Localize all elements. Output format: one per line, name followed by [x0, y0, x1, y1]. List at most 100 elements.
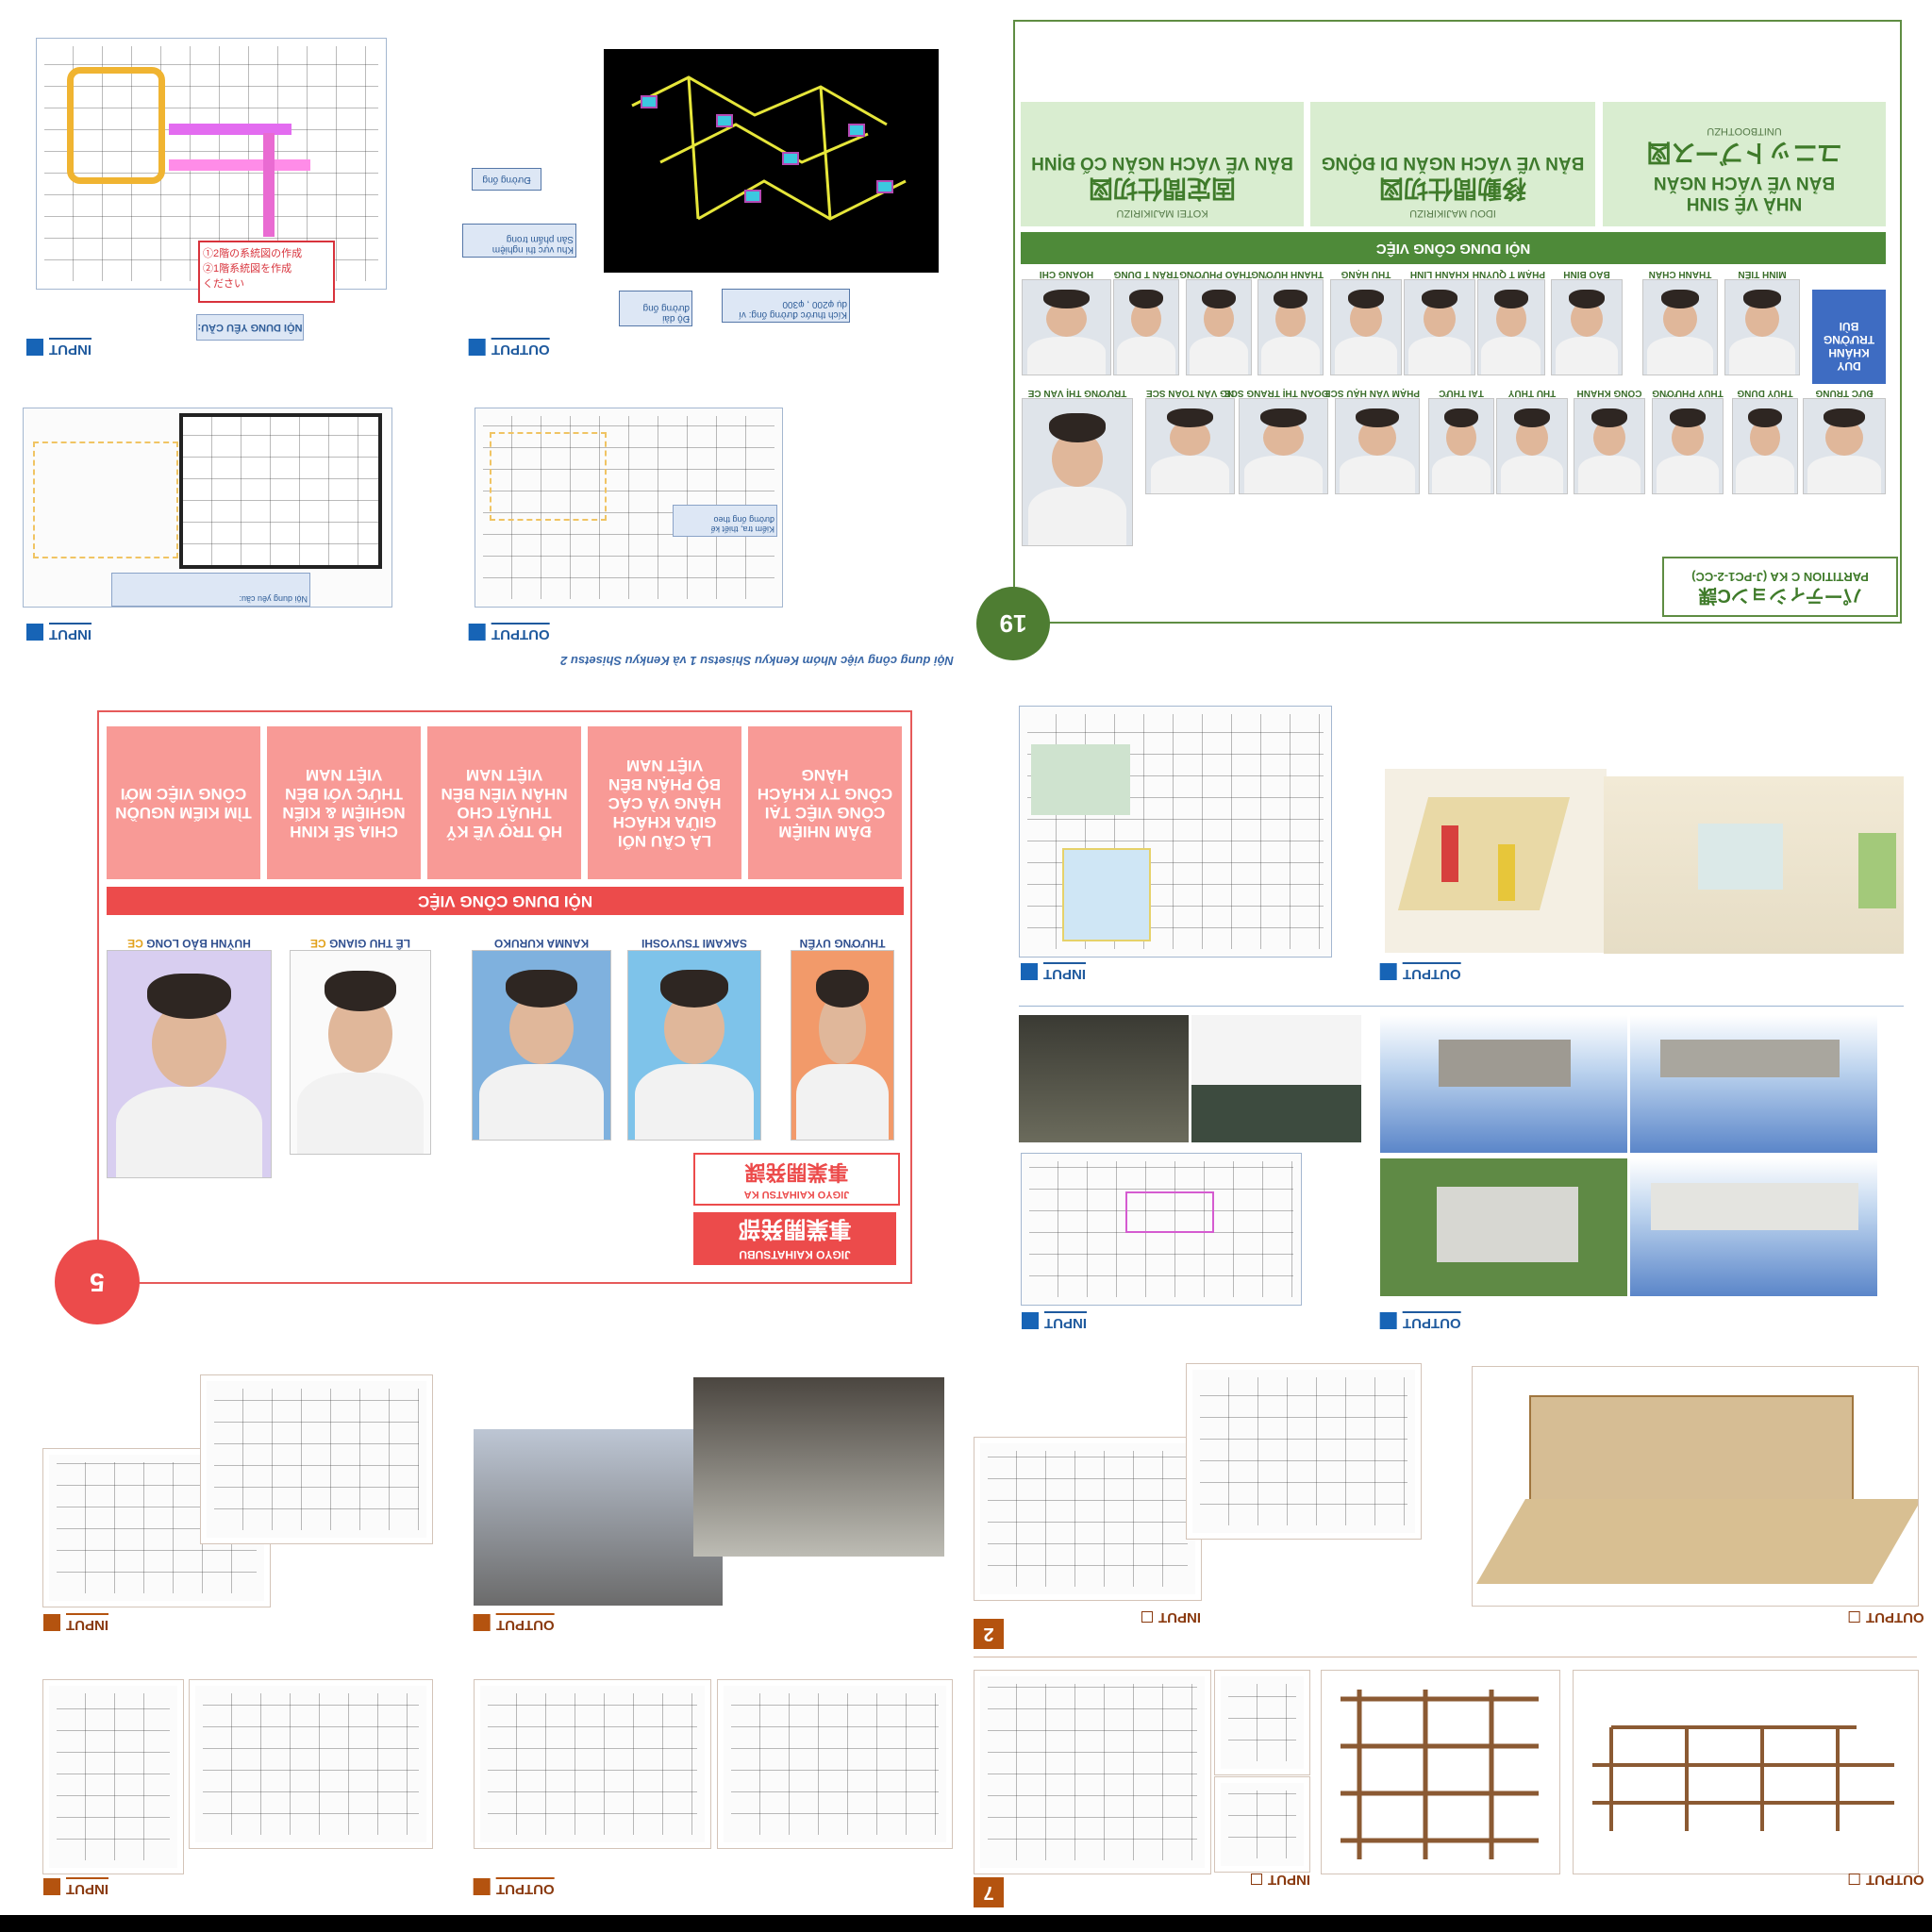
staff-card: KHÁNH LINH: [1404, 269, 1475, 375]
input-square-icon-3: [1021, 963, 1038, 981]
render-building-aerial: [1380, 1158, 1627, 1296]
number-badge-19: 19: [976, 587, 1050, 660]
dept2-romaji: JIGYO KAIHATSUBU: [739, 1248, 851, 1261]
staff-name: BẢO BÌNH: [1563, 269, 1610, 279]
staff-photo: [1145, 398, 1235, 494]
output-label-text-7: OUTPUT: [496, 1877, 555, 1897]
drawing-input-5b: [200, 1374, 433, 1544]
staff-card: THANH CHẨN: [1642, 269, 1718, 375]
person-name: KANMA KURUKO: [493, 937, 590, 950]
staff-photo: [1330, 279, 1402, 375]
card2-title: BẢN VẼ VÁCH NGĂN DI ĐỘNG: [1321, 153, 1585, 173]
card2-romaji: IDOU MAJIKIRIZU: [1409, 208, 1496, 219]
timber-frame-2-svg: [1592, 1725, 1894, 1831]
render-building-1: [1380, 1015, 1627, 1153]
render-building-2: [1630, 1015, 1877, 1153]
staff-photo: [1724, 279, 1800, 375]
staff-name: CÔNG KHÁNH: [1576, 388, 1642, 398]
red-person-card: LÊ THU GIANG CE: [290, 937, 431, 1155]
input-label-text-7: INPUT: [66, 1877, 108, 1897]
red-person-card: THƯƠNG UYÊN: [791, 937, 894, 1141]
output-label-text-2: OUTPUT: [491, 623, 550, 642]
render-interior: [1604, 776, 1904, 954]
person-photo: [290, 950, 431, 1155]
output-label-6: OUTPUT: [1849, 1609, 1924, 1625]
staff-photo: [1022, 279, 1111, 375]
staff-name: ĐỨC TRUNG: [1815, 388, 1874, 398]
staff-photo: [1803, 398, 1886, 494]
number-badge-5: 5: [55, 1240, 140, 1324]
red-person-card: KANMA KURUKO: [472, 937, 611, 1141]
input-label-text-3: INPUT: [1043, 962, 1086, 982]
output-label-2: OUTPUT: [469, 623, 550, 642]
card-mobile-partition: IDOU MAJIKIRIZU 移動間仕切図 BẢN VẼ VÁCH NGĂN …: [1310, 102, 1595, 226]
input-label-text-5: INPUT: [66, 1613, 108, 1633]
output-square-icon-6: [1849, 1611, 1860, 1624]
input-label-2: INPUT: [26, 623, 92, 642]
card-fixed-partition: KOTEI MAJIKIRIZU 固定間仕切図 BẢN VẼ VÁCH NGĂN…: [1021, 102, 1304, 226]
output-label-7: OUTPUT: [474, 1877, 555, 1897]
output-label-text-5: OUTPUT: [496, 1613, 555, 1633]
card1-romaji: KOTEI MAJIKIRIZU: [1116, 208, 1208, 219]
red-task-card: TÌM KIẾM NGUỒN CÔNG VIỆC MỚI: [107, 726, 260, 879]
plan-input-3: [1019, 706, 1332, 958]
staff-photo: [1022, 398, 1133, 546]
drawing-input-7a: [42, 1679, 184, 1874]
staff-photo: [1428, 398, 1494, 494]
photo-ceiling-1: [474, 1429, 723, 1606]
input-square-icon-5: [43, 1614, 60, 1632]
staff-name: PHẠM VĂN HẬU SCE: [1324, 388, 1420, 398]
partition-c-panel: NHÀ VỆ SINH BẢN VẼ VÁCH NGĂN ユニットブース図 UN…: [1013, 20, 1902, 624]
card3-romaji: UNITBOOTHZU: [1707, 125, 1782, 137]
site-plan-input: [1021, 1153, 1302, 1306]
divider-line: [1019, 1006, 1904, 1007]
staff-card: NG VĂN TOÀN SCE: [1145, 388, 1235, 494]
number-badge-7: 7: [974, 1877, 1004, 1907]
output-label-text-3: OUTPUT: [1403, 962, 1461, 982]
output-label-text-6: OUTPUT: [1866, 1609, 1924, 1625]
staff-photo: [1239, 398, 1328, 494]
drawing-input-8a: [974, 1670, 1211, 1874]
note-khu-vuc: Khu vực thi nghiệm Sản phẩm trong: [462, 224, 576, 258]
isometric-piping-output: [604, 49, 939, 273]
staff-photo: [1186, 279, 1252, 375]
staff-name: MINH TIẾN: [1738, 269, 1787, 279]
staff-name: THU THỦY: [1507, 388, 1557, 398]
staff-card: TRẦN T DUNG: [1113, 269, 1179, 375]
dept-bu-box: JIGYO KAIHATSUBU 事業開発部: [693, 1212, 896, 1265]
photo-ceiling-2: [693, 1377, 944, 1557]
staff-card: THẢO PHƯƠNG: [1179, 269, 1252, 375]
photo-site-1: [1019, 1015, 1189, 1142]
person-name: LÊ THU GIANG: [329, 937, 411, 950]
render-3d-structure: [1472, 1366, 1919, 1607]
staff-name: TÂI THỨC: [1439, 388, 1484, 398]
output-square-icon-7: [474, 1878, 491, 1896]
output-square-icon-3: [1380, 963, 1397, 981]
drawing-output-7b: [717, 1679, 953, 1849]
note-duong-ong: Đường ống: [472, 168, 541, 191]
person-photo: [791, 950, 894, 1141]
input-square-icon: [26, 339, 43, 357]
input-label-7: INPUT: [43, 1877, 108, 1897]
timber-frame-1-svg: [1341, 1690, 1539, 1859]
person-name: HUỲNH BẢO LONG: [146, 937, 251, 950]
partition-title-box: パーティションC課 PARTITION C KA (J-PC1-2-CC): [1662, 557, 1898, 617]
partition-en: PARTITION C KA (J-PC1-2-CC): [1691, 570, 1869, 584]
output-square-icon-2: [469, 624, 486, 641]
output-label-1: OUTPUT: [469, 338, 550, 358]
staff-photo: [1257, 279, 1324, 375]
staff-photo: [1551, 279, 1623, 375]
timber-frame-render-2: [1573, 1670, 1919, 1874]
staff-card: TRƯƠNG THỊ VÂN CE: [1022, 388, 1133, 546]
staff-photo: [1404, 279, 1475, 375]
input-label-3: INPUT: [1021, 962, 1086, 982]
staff-photo: [1574, 398, 1645, 494]
card2-jp: 移動間仕切図: [1379, 174, 1527, 202]
output-label-5: OUTPUT: [474, 1613, 555, 1633]
staff-card: CÔNG KHÁNH: [1574, 388, 1645, 494]
staff-card: BẢO BÌNH: [1551, 269, 1623, 375]
staff-card: THÙY PHƯƠNG: [1652, 388, 1724, 494]
input-square-icon-4: [1022, 1312, 1039, 1330]
work-content-bar: NỘI DUNG CÔNG VIỆC: [1021, 232, 1886, 264]
person-name: SAKAMI TSUYOSHI: [641, 937, 748, 950]
